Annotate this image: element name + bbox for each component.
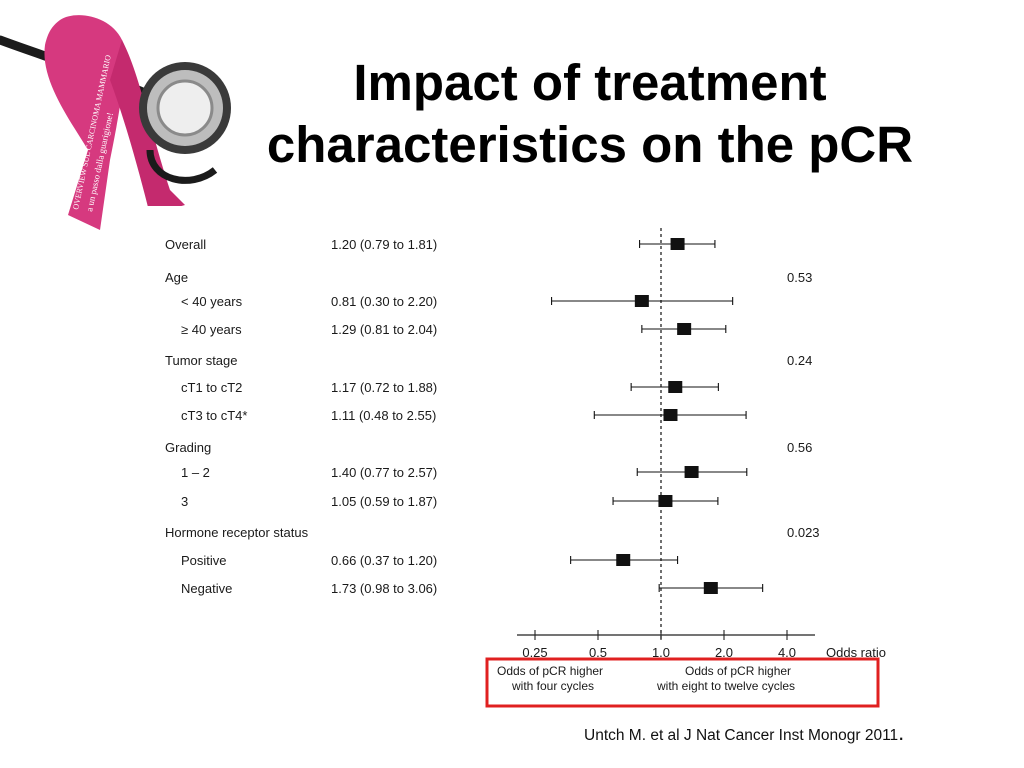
- point-estimate-negative: [703, 582, 718, 594]
- row-label-grading: Grading: [165, 440, 211, 455]
- ci-text-ct3-to-ct4: 1.11 (0.48 to 2.55): [331, 408, 436, 423]
- pink-ribbon-icon: [44, 15, 125, 231]
- p-value-hormone-receptor-status: 0.023: [787, 525, 820, 540]
- row-label-ct3-to-ct4: cT3 to cT4*: [181, 408, 247, 423]
- ci-text-negative: 1.73 (0.98 to 3.06): [331, 581, 437, 596]
- row-label-hormone-receptor-status: Hormone receptor status: [165, 525, 309, 540]
- row-label-ct1-to-ct2: cT1 to cT2: [181, 380, 242, 395]
- citation: Untch M. et al J Nat Cancer Inst Monogr …: [584, 720, 904, 746]
- x-tick-label-3: 2.0: [715, 645, 733, 660]
- point-estimate-overall: [670, 238, 685, 250]
- row-label-negative: Negative: [181, 581, 232, 596]
- point-estimate-ct1-to-ct2: [668, 381, 683, 393]
- row-label-tumor-stage: Tumor stage: [165, 353, 238, 368]
- logo-white-patch: [144, 206, 186, 236]
- p-value-grading: 0.56: [787, 440, 812, 455]
- p-value-age: 0.53: [787, 270, 812, 285]
- row-label-positive: Positive: [181, 553, 227, 568]
- x-tick-label-0: 0.25: [522, 645, 547, 660]
- point-estimate-3: [658, 495, 673, 507]
- row-label-40-years: ≥ 40 years: [181, 322, 242, 337]
- right-annotation-line-2: with eight to twelve cycles: [656, 679, 795, 693]
- ci-text-3: 1.05 (0.59 to 1.87): [331, 494, 437, 509]
- title-line-1: Impact of treatment: [353, 54, 827, 111]
- point-estimate-ct3-to-ct4: [663, 409, 678, 421]
- citation-period: .: [898, 720, 905, 745]
- x-tick-label-4: 4.0: [778, 645, 796, 660]
- row-label-40-years: < 40 years: [181, 294, 243, 309]
- slide-title: Impact of treatment characteristics on t…: [200, 52, 980, 176]
- p-value-tumor-stage: 0.24: [787, 353, 812, 368]
- chestpiece-face: [156, 79, 214, 137]
- point-estimate-1-2: [684, 466, 699, 478]
- ci-text-positive: 0.66 (0.37 to 1.20): [331, 553, 437, 568]
- stethoscope-tube-lower: [146, 149, 218, 184]
- ribbon-stethoscope-logo: OVERVIEW SUL CARCINOMA MAMMARIO a un pas…: [0, 15, 231, 231]
- ci-text-1-2: 1.40 (0.77 to 2.57): [331, 465, 437, 480]
- row-label-1-2: 1 – 2: [181, 465, 210, 480]
- left-annotation-line-2: with four cycles: [511, 679, 594, 693]
- x-tick-label-2: 1.0: [652, 645, 670, 660]
- citation-text: Untch M. et al J Nat Cancer Inst Monogr …: [584, 727, 899, 744]
- point-estimate-positive: [616, 554, 631, 566]
- right-annotation-line-1: Odds of pCR higher: [685, 664, 791, 678]
- ci-text-ct1-to-ct2: 1.17 (0.72 to 1.88): [331, 380, 437, 395]
- ci-text-40-years: 1.29 (0.81 to 2.04): [331, 322, 437, 337]
- x-tick-label-1: 0.5: [589, 645, 607, 660]
- point-estimate-40-years: [677, 323, 692, 335]
- ci-text-40-years: 0.81 (0.30 to 2.20): [331, 294, 437, 309]
- point-estimate-40-years: [634, 295, 649, 307]
- highlight-box: [485, 657, 880, 708]
- title-line-2: characteristics on the pCR: [266, 116, 914, 173]
- row-label-age: Age: [165, 270, 188, 285]
- row-label-3: 3: [181, 494, 188, 509]
- row-label-overall: Overall: [165, 237, 206, 252]
- left-annotation-line-1: Odds of pCR higher: [497, 664, 603, 678]
- ci-text-overall: 1.20 (0.79 to 1.81): [331, 237, 437, 252]
- x-axis-label: Odds ratio: [826, 645, 886, 660]
